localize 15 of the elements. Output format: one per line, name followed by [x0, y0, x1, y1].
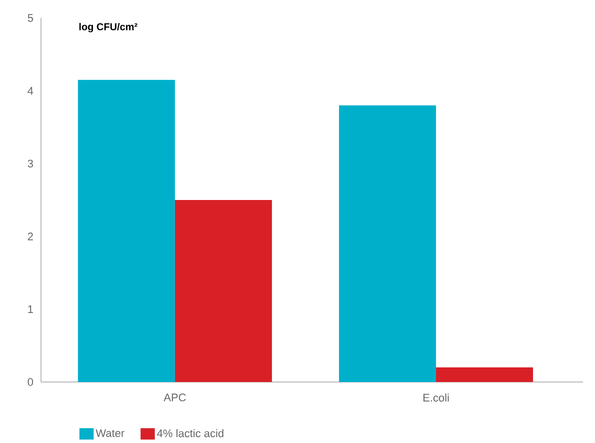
bar: [78, 80, 175, 382]
bar: [436, 367, 534, 382]
y-tick-label: 5: [28, 14, 33, 22]
y-tick-label: 1: [28, 305, 33, 313]
legend-label: 4% lactic acid: [157, 429, 224, 438]
legend-label: Water: [96, 429, 124, 438]
bar: [339, 105, 436, 382]
bar: [174, 200, 272, 382]
y-axis-title: log CFU/cm²: [79, 22, 138, 32]
x-tick-label: APC: [164, 394, 186, 402]
y-tick-label: 3: [28, 160, 33, 168]
y-tick-label: 4: [28, 87, 34, 95]
y-tick-label: 2: [28, 232, 33, 240]
y-tick-label: 0: [28, 378, 34, 386]
x-tick-label: E.coli: [423, 394, 449, 402]
